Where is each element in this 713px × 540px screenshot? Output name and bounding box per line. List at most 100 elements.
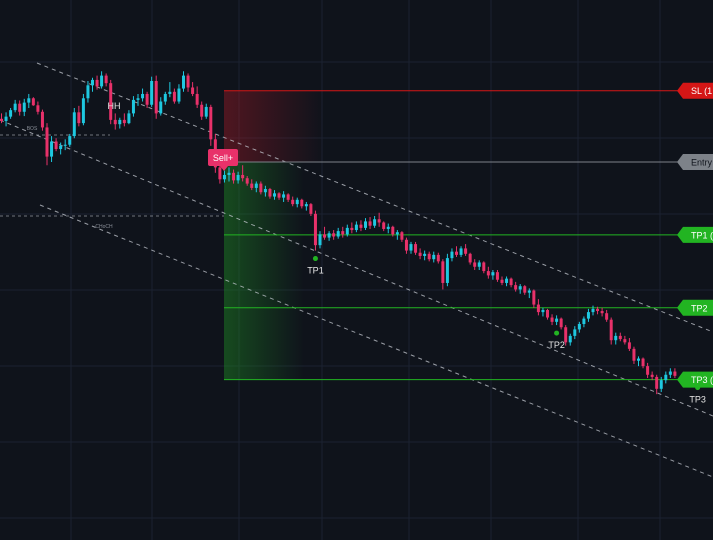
- candle: [27, 93, 31, 108]
- candle: [236, 171, 240, 184]
- candle: [423, 250, 427, 261]
- candle: [36, 101, 40, 115]
- candle: [650, 371, 654, 381]
- candle: [350, 222, 354, 234]
- candle: [386, 223, 390, 234]
- candle: [4, 112, 8, 127]
- price-level-tags[interactable]: SL (1 Entry TP1 ( TP2 TP3 (: [677, 82, 713, 388]
- candle: [313, 210, 317, 251]
- candle: [532, 289, 536, 308]
- candle: [559, 317, 563, 330]
- channel-lower-line: [39, 204, 713, 478]
- sell-signal-badge[interactable]: Sell+: [208, 149, 238, 171]
- candle: [414, 241, 418, 255]
- candle: [473, 259, 477, 270]
- candle: [68, 133, 72, 147]
- candle: [81, 93, 85, 126]
- candle: [518, 284, 522, 294]
- candle: [91, 77, 94, 92]
- candle: [182, 71, 185, 92]
- candle: [627, 338, 631, 351]
- candle: [668, 368, 672, 378]
- candle: [364, 218, 367, 231]
- candle: [468, 252, 472, 265]
- tp1-hit-label: TP1: [307, 266, 324, 276]
- tp2-price-tag-label: TP2: [691, 303, 708, 313]
- candle: [377, 212, 381, 227]
- candle: [168, 82, 172, 98]
- sl-price-tag[interactable]: SL (1: [677, 82, 713, 99]
- trade-markers: HH BOS CHoCH Sell+: [27, 101, 238, 230]
- candle: [491, 270, 495, 280]
- candle: [432, 251, 436, 263]
- entry-price-tag[interactable]: Entry: [677, 154, 713, 170]
- candle: [45, 123, 49, 166]
- candle: [659, 376, 663, 393]
- candle: [63, 139, 67, 151]
- candle: [577, 321, 581, 333]
- candle: [136, 93, 140, 106]
- candle: [646, 362, 650, 378]
- candle: [250, 179, 254, 191]
- candle: [318, 231, 322, 249]
- candle: [13, 99, 17, 113]
- candle: [464, 244, 468, 256]
- tp1-hit-dot: [312, 256, 318, 262]
- choch-label: CHoCH: [95, 224, 113, 230]
- candle: [618, 332, 622, 342]
- candle: [441, 259, 445, 290]
- candle: [9, 108, 13, 119]
- candle: [523, 285, 527, 295]
- candle: [395, 230, 399, 240]
- candle: [354, 221, 358, 233]
- candle: [100, 71, 104, 89]
- trade-zones: [224, 90, 324, 380]
- tp3-price-tag[interactable]: TP3 (: [677, 371, 713, 388]
- candle: [154, 75, 158, 119]
- candle: [209, 104, 213, 146]
- candle: [222, 170, 226, 183]
- tp1-price-tag[interactable]: TP1 (: [677, 226, 713, 243]
- candle: [391, 225, 395, 237]
- hh-label: HH: [108, 101, 121, 111]
- candle: [18, 100, 22, 116]
- candle: [555, 315, 559, 326]
- candle: [22, 98, 26, 117]
- trade-level-lines: [224, 90, 713, 381]
- candle: [359, 220, 363, 232]
- candle: [368, 217, 372, 229]
- candle: [291, 196, 295, 207]
- candle: [259, 181, 263, 195]
- candle: [459, 246, 463, 258]
- candle: [623, 335, 627, 345]
- candle: [268, 187, 272, 199]
- tp2-price-tag[interactable]: TP2: [677, 299, 713, 316]
- market-structure-lines: [0, 134, 224, 217]
- candle: [541, 307, 545, 317]
- candle: [655, 374, 659, 395]
- candle: [141, 88, 145, 102]
- candle: [177, 84, 181, 104]
- candle: [0, 113, 3, 124]
- candle: [546, 308, 549, 320]
- candle: [332, 230, 336, 240]
- candle: [150, 76, 154, 107]
- candle: [245, 176, 249, 186]
- candle: [304, 201, 308, 211]
- candle: [295, 197, 299, 208]
- candle: [54, 138, 58, 152]
- candle: [505, 276, 509, 287]
- candle: [382, 221, 386, 232]
- candle: [122, 113, 126, 127]
- channel-upper-line: [36, 62, 713, 333]
- tp3-hit-label: TP3: [689, 395, 706, 405]
- candle: [609, 317, 613, 345]
- candle: [514, 281, 518, 292]
- candle: [323, 226, 327, 240]
- candle: [436, 252, 440, 264]
- candle: [40, 109, 44, 131]
- candle: [95, 75, 99, 90]
- candle: [86, 81, 90, 103]
